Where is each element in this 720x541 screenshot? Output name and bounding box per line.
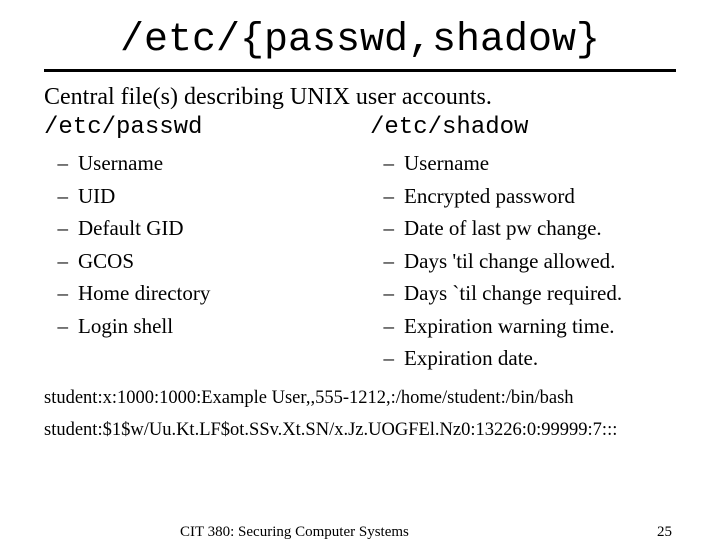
- item-text: GCOS: [78, 245, 134, 278]
- list-item: –Username: [44, 147, 360, 180]
- footer-page-number: 25: [657, 524, 672, 541]
- left-file-label: /etc/passwd: [44, 114, 360, 141]
- item-text: Days 'til change allowed.: [404, 245, 615, 278]
- example-shadow-line: student:$1$w/Uu.Kt.LF$ot.SSv.Xt.SN/x.Jz.…: [44, 421, 676, 440]
- item-text: Date of last pw change.: [404, 212, 602, 245]
- right-file-label: /etc/shadow: [360, 114, 676, 141]
- dash-icon: –: [44, 212, 78, 245]
- dash-icon: –: [370, 310, 404, 343]
- dash-icon: –: [370, 180, 404, 213]
- list-item: –Expiration date.: [370, 342, 676, 375]
- list-item: –Username: [370, 147, 676, 180]
- item-text: Username: [404, 147, 489, 180]
- dash-icon: –: [44, 277, 78, 310]
- item-text: Encrypted password: [404, 180, 575, 213]
- intro-text: Central file(s) describing UNIX user acc…: [44, 82, 676, 112]
- item-text: Expiration warning time.: [404, 310, 615, 343]
- list-item: –Days `til change required.: [370, 277, 676, 310]
- title-underline: [44, 69, 676, 72]
- slide-title: /etc/{passwd,shadow}: [44, 18, 676, 69]
- columns: –Username –UID –Default GID –GCOS –Home …: [44, 147, 676, 375]
- list-item: –Encrypted password: [370, 180, 676, 213]
- item-text: Login shell: [78, 310, 173, 343]
- list-item: –GCOS: [44, 245, 360, 278]
- item-text: Expiration date.: [404, 342, 538, 375]
- dash-icon: –: [370, 147, 404, 180]
- examples-block: student:x:1000:1000:Example User,,555-12…: [44, 389, 676, 440]
- item-text: UID: [78, 180, 115, 213]
- item-text: Days `til change required.: [404, 277, 622, 310]
- list-item: –Default GID: [44, 212, 360, 245]
- dash-icon: –: [370, 245, 404, 278]
- dash-icon: –: [44, 147, 78, 180]
- list-item: –Days 'til change allowed.: [370, 245, 676, 278]
- list-item: –UID: [44, 180, 360, 213]
- dash-icon: –: [370, 212, 404, 245]
- file-labels-row: /etc/passwd /etc/shadow: [44, 114, 676, 141]
- dash-icon: –: [370, 342, 404, 375]
- list-item: –Expiration warning time.: [370, 310, 676, 343]
- dash-icon: –: [44, 245, 78, 278]
- list-item: –Date of last pw change.: [370, 212, 676, 245]
- footer-course-text: CIT 380: Securing Computer Systems: [180, 524, 409, 541]
- item-text: Default GID: [78, 212, 184, 245]
- list-item: –Home directory: [44, 277, 360, 310]
- dash-icon: –: [370, 277, 404, 310]
- item-text: Username: [78, 147, 163, 180]
- item-text: Home directory: [78, 277, 210, 310]
- list-item: –Login shell: [44, 310, 360, 343]
- dash-icon: –: [44, 180, 78, 213]
- right-column: –Username –Encrypted password –Date of l…: [360, 147, 676, 375]
- example-passwd-line: student:x:1000:1000:Example User,,555-12…: [44, 389, 676, 408]
- left-column: –Username –UID –Default GID –GCOS –Home …: [44, 147, 360, 375]
- dash-icon: –: [44, 310, 78, 343]
